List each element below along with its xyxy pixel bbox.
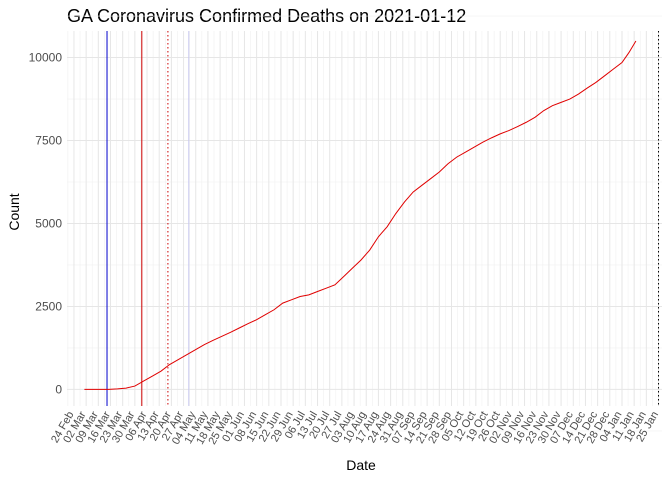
reference-lines (106, 31, 660, 406)
series-layer (84, 40, 637, 390)
grid-layer (67, 15, 662, 432)
y-tick-label: 7500 (35, 134, 62, 148)
y-tick-label: 0 (55, 382, 62, 396)
y-tick-label: 10000 (29, 51, 63, 65)
series-line (84, 40, 637, 390)
y-tick-label: 5000 (35, 216, 62, 230)
x-axis-label: Date (346, 457, 376, 473)
y-axis-label: Count (6, 193, 22, 230)
y-axis-ticks: 0 2500 5000 7500 10000 (29, 51, 63, 397)
y-tick-label: 2500 (35, 299, 62, 313)
